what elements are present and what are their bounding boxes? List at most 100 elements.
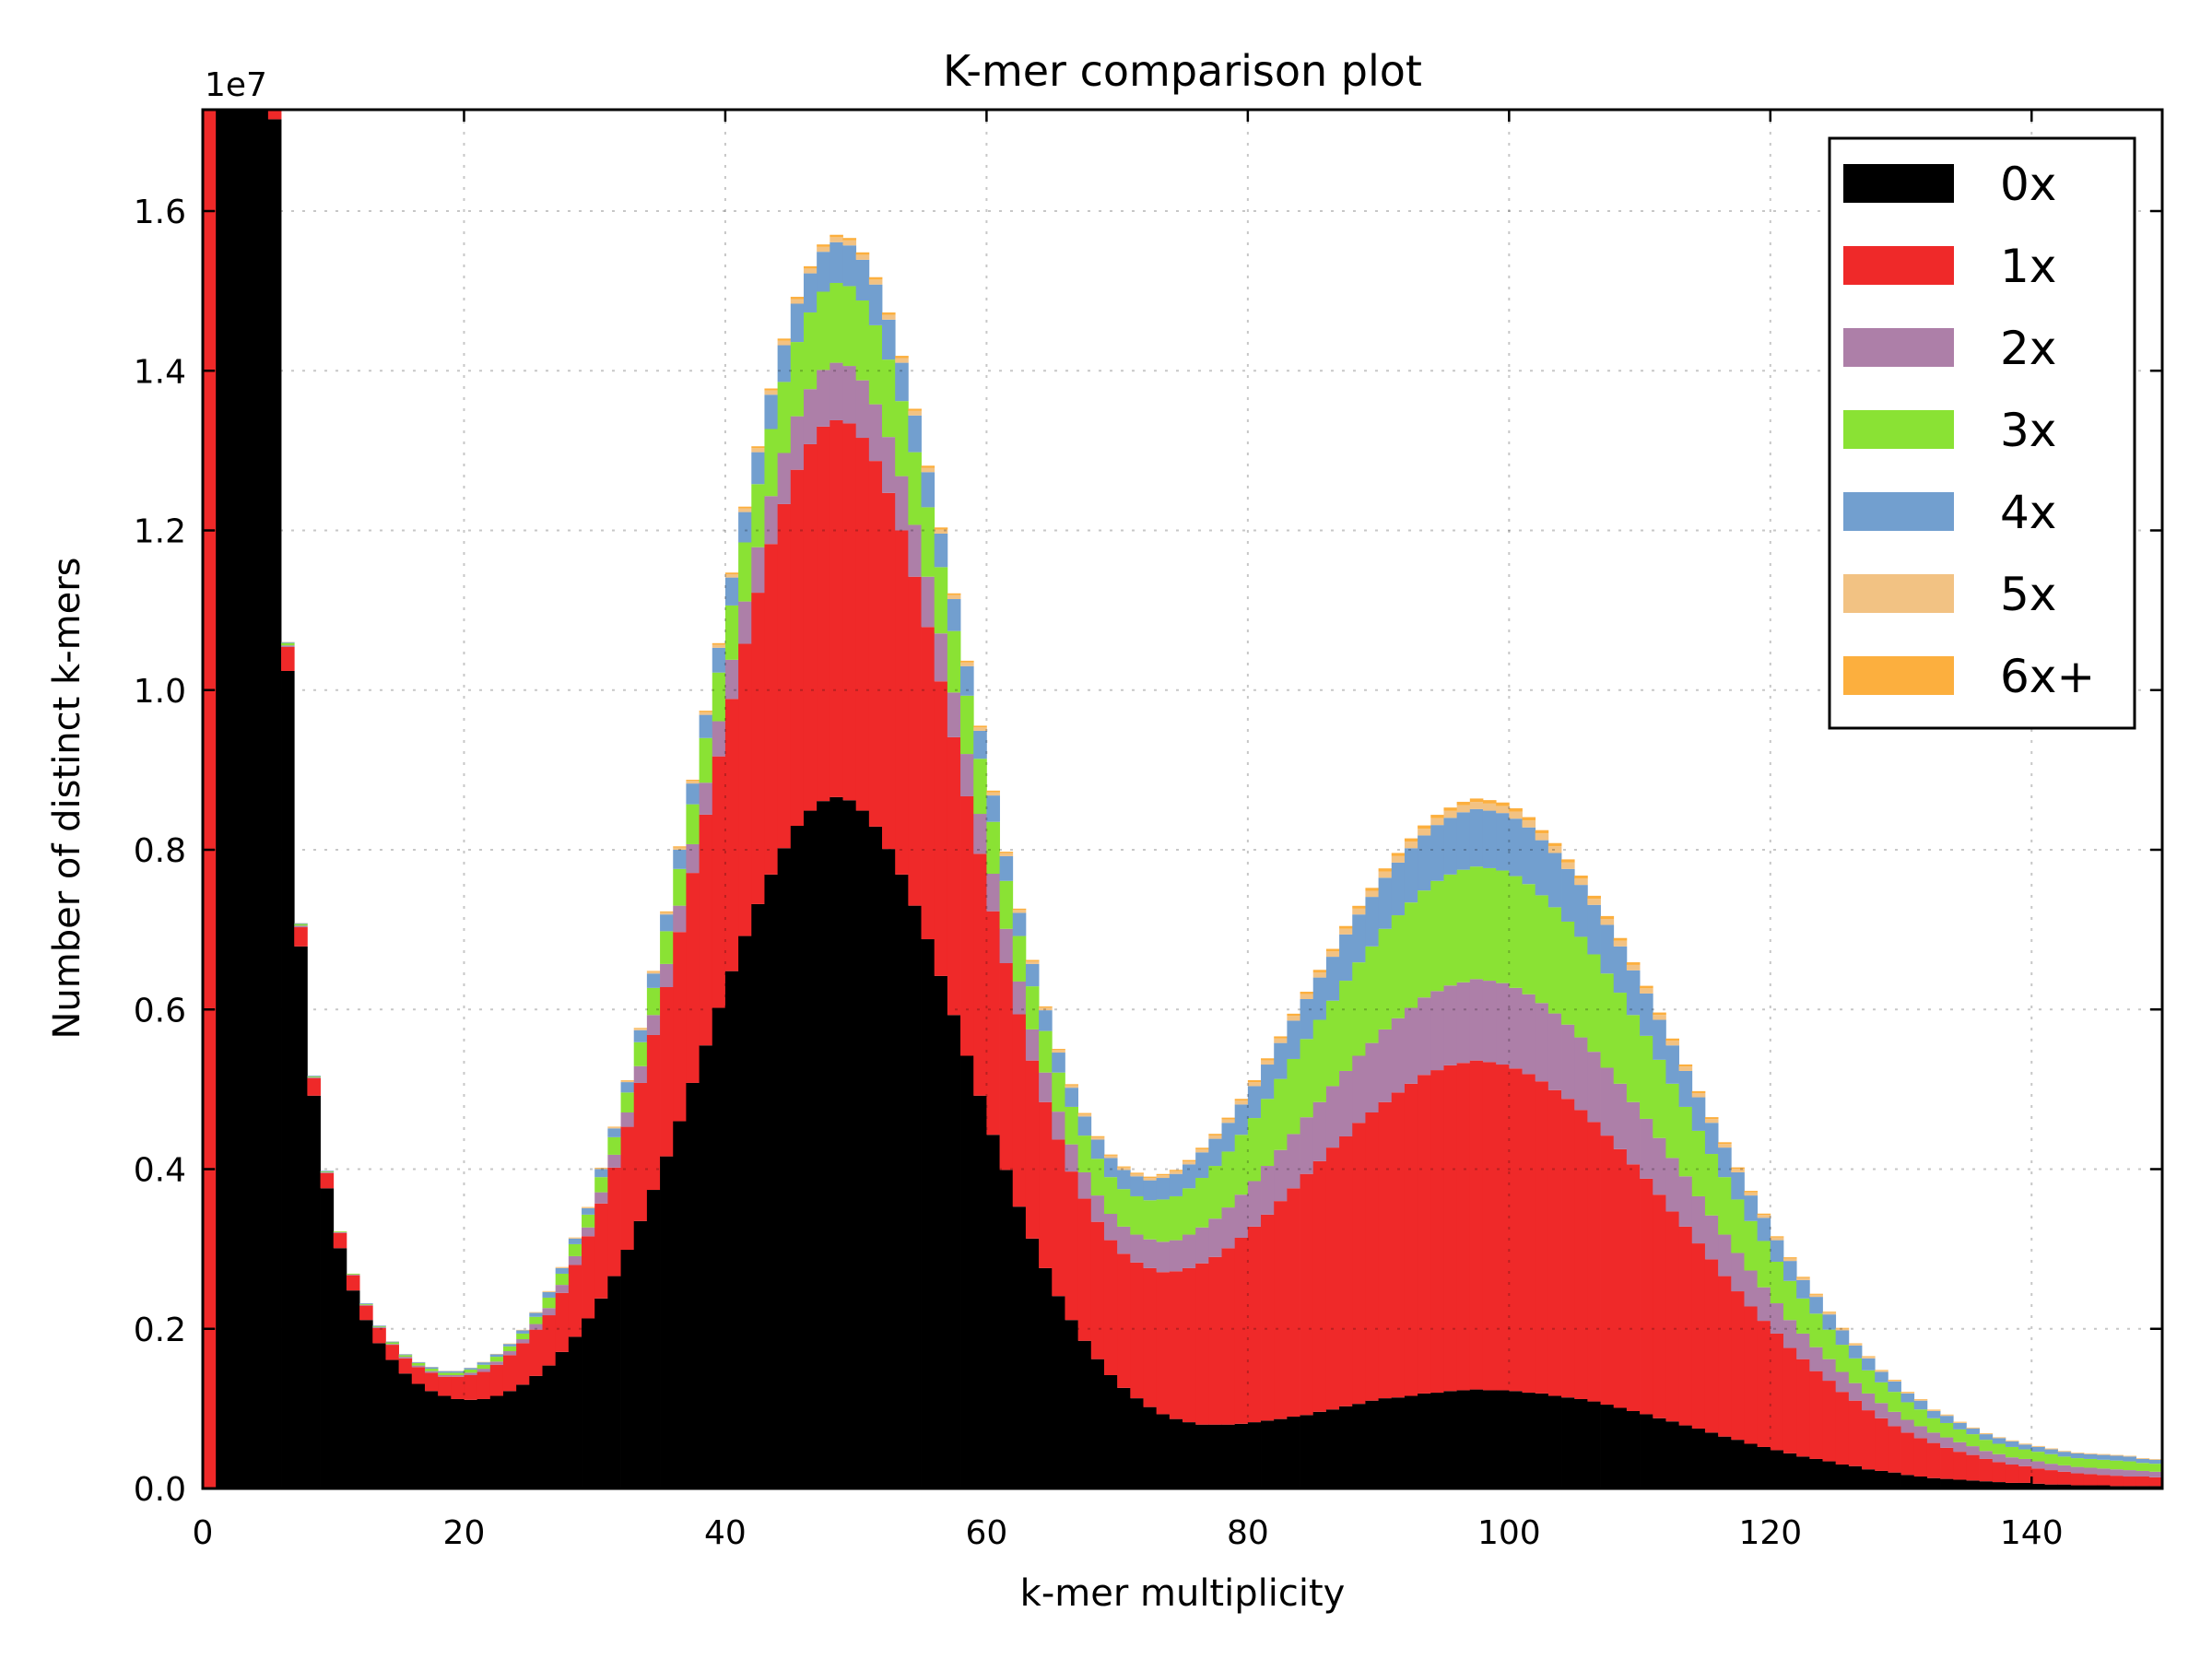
bar-3x-bin-116 [1718, 1177, 1732, 1235]
bar-2x-bin-57 [947, 692, 961, 737]
bar-0x-bin-102 [1535, 1393, 1549, 1488]
bar-2x-bin-55 [921, 576, 935, 628]
bar-2x-bin-145 [2097, 1468, 2111, 1476]
bar-2x-bin-101 [1522, 994, 1536, 1075]
bar-6xplus-bin-69 [1103, 1154, 1118, 1156]
legend-item-2x: 2x [1843, 322, 2056, 375]
bar-3x-bin-98 [1482, 867, 1497, 982]
bar-3x-bin-119 [1757, 1241, 1771, 1288]
bar-0x-bin-88 [1352, 1404, 1366, 1488]
bar-3x-bin-111 [1653, 1059, 1666, 1138]
bar-3x-bin-114 [1691, 1130, 1706, 1196]
bar-1x-bin-59 [973, 853, 987, 1096]
bar-6xplus-bin-52 [882, 312, 896, 315]
bar-6xplus-bin-38 [699, 711, 713, 712]
bar-0x-bin-138 [2005, 1482, 2019, 1488]
bar-3x-bin-104 [1561, 921, 1575, 1025]
bar-5x-bin-124 [1822, 1312, 1837, 1315]
bar-2x-bin-117 [1731, 1253, 1745, 1292]
bar-3x-bin-112 [1665, 1083, 1679, 1159]
bar-3x-bin-35 [660, 931, 674, 964]
legend-swatch [1843, 656, 1954, 695]
bar-2x-bin-119 [1757, 1287, 1771, 1322]
bar-0x-bin-67 [1077, 1340, 1092, 1488]
bar-3x-bin-30 [594, 1177, 608, 1193]
bar-4x-bin-21 [477, 1362, 491, 1365]
bar-6xplus-bin-48 [830, 234, 843, 238]
bar-5x-bin-99 [1496, 806, 1510, 814]
bar-3x-bin-122 [1796, 1298, 1810, 1334]
bar-0x-bin-51 [868, 826, 883, 1488]
bar-6xplus-bin-65 [1052, 1049, 1065, 1051]
bar-4x-bin-141 [2044, 1449, 2059, 1454]
bar-0x-bin-65 [1052, 1296, 1065, 1488]
bar-5x-bin-64 [1039, 1007, 1053, 1011]
bar-5x-bin-104 [1561, 862, 1575, 869]
legend-item-3x: 3x [1843, 404, 2056, 457]
bar-2x-bin-17 [424, 1371, 439, 1373]
bar-3x-bin-29 [582, 1214, 595, 1228]
bar-2x-bin-33 [633, 1065, 648, 1083]
bar-0x-bin-22 [489, 1395, 504, 1488]
bar-3x-bin-96 [1456, 869, 1471, 982]
bar-0x-bin-26 [542, 1365, 557, 1488]
bar-1x-bin-18 [438, 1376, 452, 1396]
bar-2x-bin-102 [1535, 1003, 1549, 1082]
x-tick-label: 40 [704, 1514, 747, 1552]
bar-6xplus-bin-123 [1809, 1293, 1823, 1295]
bar-5x-bin-136 [1979, 1433, 1994, 1435]
bar-3x-bin-67 [1077, 1135, 1092, 1172]
bar-5x-bin-114 [1691, 1093, 1706, 1098]
bar-0x-bin-114 [1691, 1429, 1706, 1488]
bar-4x-bin-25 [529, 1312, 543, 1317]
bar-3x-bin-71 [1130, 1195, 1144, 1235]
bar-4x-bin-54 [908, 415, 922, 453]
bar-2x-bin-52 [882, 437, 896, 493]
bar-1x-bin-125 [1835, 1392, 1850, 1465]
bar-0x-bin-122 [1796, 1456, 1810, 1488]
bar-4x-bin-20 [464, 1368, 478, 1370]
bar-5x-bin-100 [1509, 811, 1523, 819]
bar-2x-bin-122 [1796, 1333, 1810, 1359]
bar-2x-bin-100 [1509, 987, 1523, 1069]
bar-5x-bin-31 [607, 1127, 621, 1129]
bar-4x-bin-79 [1234, 1104, 1249, 1135]
bar-3x-bin-83 [1287, 1058, 1300, 1135]
bar-5x-bin-119 [1757, 1215, 1771, 1218]
bar-5x-bin-106 [1587, 899, 1601, 905]
bar-4x-bin-112 [1665, 1045, 1679, 1084]
bar-4x-bin-52 [882, 319, 896, 360]
bar-1x-bin-36 [673, 932, 687, 1122]
bar-6xplus-bin-46 [803, 265, 818, 269]
bar-2x-bin-65 [1052, 1112, 1065, 1140]
bar-5x-bin-65 [1052, 1050, 1065, 1053]
bar-1x-bin-137 [1992, 1462, 2006, 1483]
bar-1x-bin-60 [986, 911, 1000, 1135]
bar-4x-bin-101 [1522, 827, 1536, 885]
bar-1x-bin-56 [934, 681, 948, 976]
bar-3x-bin-141 [2044, 1453, 2059, 1465]
bar-5x-bin-94 [1430, 818, 1444, 826]
bar-3x-bin-14 [385, 1342, 399, 1345]
bar-5x-bin-121 [1783, 1258, 1797, 1262]
bar-3x-bin-16 [411, 1363, 426, 1366]
bar-2x-bin-30 [594, 1192, 608, 1204]
bar-5x-bin-149 [2148, 1459, 2162, 1460]
bar-5x-bin-61 [999, 853, 1014, 856]
bar-6xplus-bin-62 [1012, 908, 1027, 911]
bar-3x-bin-59 [973, 759, 987, 815]
bar-1x-bin-26 [542, 1315, 557, 1366]
bar-2x-bin-94 [1430, 991, 1444, 1071]
bar-2x-bin-88 [1352, 1055, 1366, 1124]
bar-6xplus-bin-71 [1130, 1172, 1144, 1174]
legend-label: 4x [2000, 486, 2056, 539]
bar-1x-bin-44 [777, 503, 792, 849]
bar-6xplus-bin-42 [751, 446, 765, 449]
bar-5x-bin-132 [1926, 1409, 1941, 1411]
bar-0x-bin-81 [1261, 1420, 1275, 1488]
bar-4x-bin-143 [2070, 1453, 2085, 1459]
bar-5x-bin-34 [646, 971, 661, 974]
bar-1x-bin-119 [1757, 1321, 1771, 1447]
bar-1x-bin-109 [1626, 1164, 1641, 1411]
bar-3x-bin-140 [2031, 1452, 2045, 1462]
